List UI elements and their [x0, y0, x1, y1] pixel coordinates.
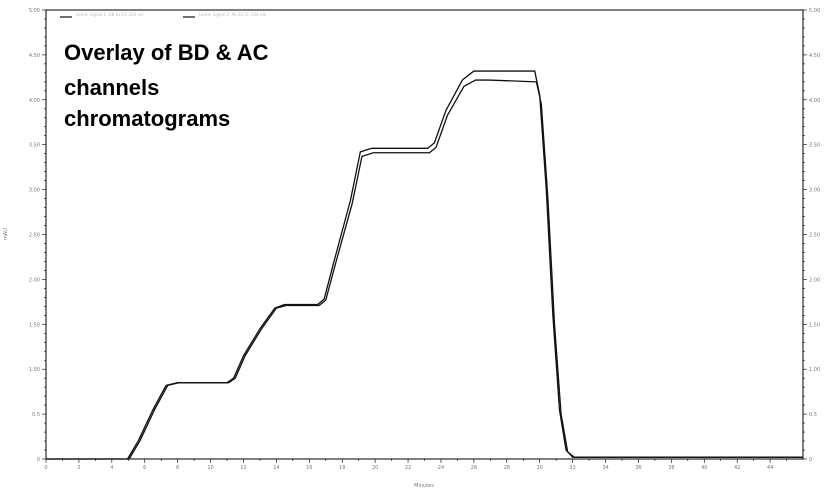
y-tick-label: 3.00: [29, 188, 40, 194]
y-tick-label: 0: [37, 457, 40, 463]
x-tick-label: 24: [438, 465, 444, 471]
x-tick-label: 4: [110, 465, 113, 471]
x-tick-label: 42: [734, 465, 740, 471]
y2-tick-labels: 0 0.5 1.00 1.50 2.00 2.50 3.00 3.50 4.00 4.50 5.00: [809, 8, 820, 463]
y2-tick-label: 1.50: [809, 322, 820, 328]
x-tick-label: 0: [44, 465, 47, 471]
y2-tick-label: 2.00: [809, 277, 820, 283]
y2-tick-label: 0: [809, 457, 812, 463]
x-tick-label: 38: [668, 465, 674, 471]
x-tick-label: 16: [306, 465, 312, 471]
y-tick-label: 2.00: [29, 277, 40, 283]
x-tick-label: 32: [569, 465, 575, 471]
x-tick-label: 34: [602, 465, 608, 471]
x-tick-label: 40: [701, 465, 707, 471]
y2-tick-label: 5.00: [809, 8, 820, 14]
x-tick-labels: 0 2 4 6 8 10 12 14 16 18 20 22 24 26 28 30 32 34 36 38 40 42 4…: [44, 465, 773, 471]
annotation-line-3: chromatograms: [64, 106, 230, 131]
y2-tick-label: 2.50: [809, 233, 820, 239]
x-tick-label: 44: [767, 465, 773, 471]
x-tick-label: 12: [240, 465, 246, 471]
x-tick-label: 14: [273, 465, 279, 471]
y2-tick-label: 4.50: [809, 53, 820, 59]
y2-tick-label: 0.5: [809, 412, 817, 418]
legend-label-2: Lorem Signal 2: AC Ex:Ch 254 nm: [199, 12, 267, 17]
series-line-2: [46, 79, 803, 460]
y-tick-labels: 0 0.5 1.00 1.50 2.00 2.50 3.00 3.50 4.00 4.50 5.00: [29, 8, 40, 463]
x-tick-label: 30: [537, 465, 543, 471]
y2-tick-label: 3.50: [809, 143, 820, 149]
y-tick-label: 4.50: [29, 53, 40, 59]
y-tick-label: 2.50: [29, 233, 40, 239]
x-tick-label: 20: [372, 465, 378, 471]
y2-tick-label: 3.00: [809, 188, 820, 194]
y-tick-label: 3.50: [29, 143, 40, 149]
y2-tick-label: 4.00: [809, 98, 820, 104]
overlay-annotation: Overlay of BD & AC channels chromatogram…: [64, 40, 269, 131]
y-axis-title: mAU: [3, 228, 9, 240]
y-tick-label: 4.00: [29, 98, 40, 104]
x-tick-label: 22: [405, 465, 411, 471]
annotation-line-2: channels: [64, 75, 159, 100]
x-tick-label: 6: [143, 465, 146, 471]
y-tick-label: 1.00: [29, 367, 40, 373]
series-lines: [46, 70, 803, 460]
x-tick-label: 10: [207, 465, 213, 471]
annotation-line-1: Overlay of BD & AC: [64, 40, 269, 65]
axis-ticks: [42, 9, 807, 463]
x-tick-label: 36: [635, 465, 641, 471]
y-tick-label: 0.5: [32, 412, 40, 418]
x-tick-label: 2: [77, 465, 80, 471]
x-tick-label: 8: [176, 465, 179, 471]
plot-frame: [45, 9, 804, 460]
y2-tick-label: 1.00: [809, 367, 820, 373]
x-tick-label: 18: [339, 465, 345, 471]
x-tick-label: 26: [471, 465, 477, 471]
legend-label-1: Lorem Signal 1: DB Ex:Ch 254 nm: [76, 12, 144, 17]
y-tick-label: 5.00: [29, 8, 40, 14]
x-axis-title: Minutes: [414, 483, 434, 489]
y-tick-label: 1.50: [29, 322, 40, 328]
x-tick-label: 28: [504, 465, 510, 471]
legend: Lorem Signal 1: DB Ex:Ch 254 nm Lorem Si…: [60, 12, 267, 18]
